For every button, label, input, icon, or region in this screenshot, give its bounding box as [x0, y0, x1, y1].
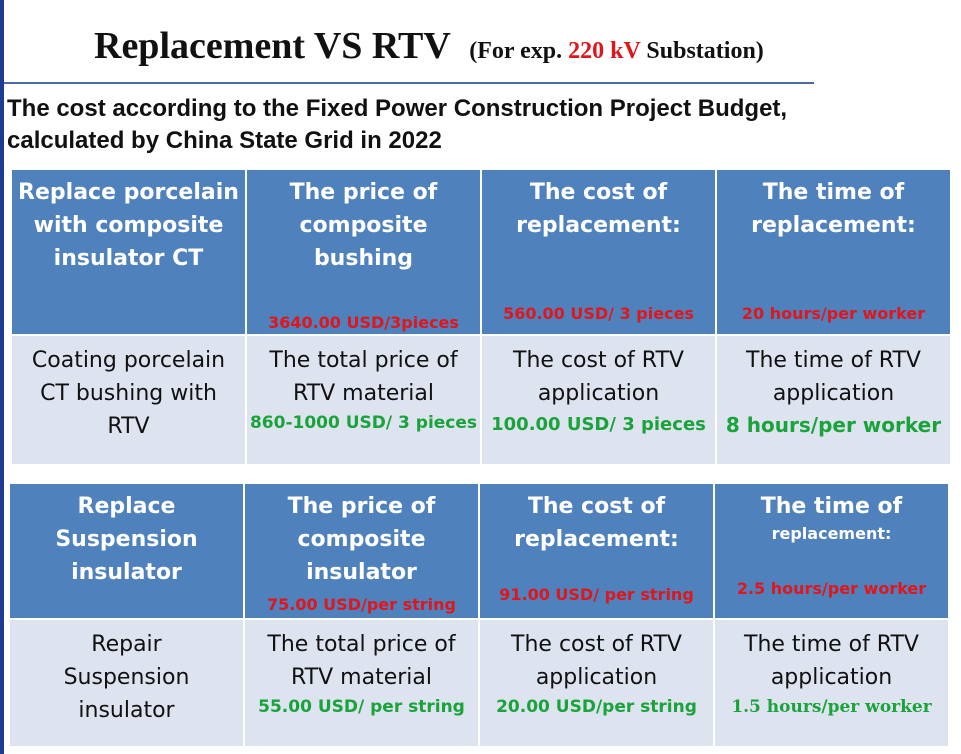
title-main: Replacement VS RTV: [94, 25, 451, 67]
header-line: insulator: [71, 560, 182, 585]
body-line: The cost of RTV: [511, 632, 682, 657]
suspension-rtv-application-cost-cell: The cost of RTV application 20.00 USD/pe…: [478, 618, 715, 748]
body-line: CT bushing with: [40, 381, 217, 406]
header-line: replacement:: [751, 213, 916, 238]
body-line: application: [535, 665, 658, 690]
suspension-replacement-time-cell: The time of replacement: 2.5 hours/per w…: [713, 482, 950, 620]
body-line: Suspension: [63, 665, 190, 690]
replacement-time-cell: The time of replacement: 20 hours/per wo…: [715, 168, 952, 336]
suspension-repair-label-cell: Repair Suspension insulator: [8, 618, 245, 748]
body-line: RTV: [107, 414, 150, 439]
header-line: The time of: [760, 494, 903, 519]
suspension-replacement-row: Replace Suspension insulator The price o…: [8, 482, 950, 620]
suspension-insulator-cost-table: Replace Suspension insulator The price o…: [8, 482, 950, 748]
header-line: The cost of: [529, 180, 668, 205]
body-line: The time of RTV: [746, 348, 921, 373]
suspension-rtv-application-time-value: 1.5 hours/per worker: [731, 697, 932, 717]
composite-bushing-price-cell: The price of composite bushing 3640.00 U…: [245, 168, 482, 336]
body-line: application: [537, 381, 660, 406]
rtv-material-price-value: 860-1000 USD/ 3 pieces: [249, 413, 478, 433]
body-line: The total price of: [267, 632, 456, 657]
header-line: composite: [299, 213, 428, 238]
suspension-rtv-row: Repair Suspension insulator The total pr…: [8, 618, 950, 748]
ct-rtv-label-cell: Coating porcelain CT bushing with RTV: [10, 334, 247, 466]
header-line: replacement:: [771, 524, 892, 543]
rtv-material-price-cell: The total price of RTV material 860-1000…: [245, 334, 482, 466]
composite-insulator-price-value: 75.00 USD/per string: [267, 595, 456, 614]
suspension-replacement-cost-value: 91.00 USD/ per string: [499, 585, 694, 604]
header-line: Suspension: [55, 527, 198, 552]
body-line: insulator: [78, 698, 175, 723]
left-accent-bar: [0, 0, 4, 754]
ct-rtv-row: Coating porcelain CT bushing with RTV Th…: [10, 334, 952, 466]
title-sub-suffix: Substation): [646, 38, 764, 64]
title-underline: [4, 82, 814, 84]
suspension-replacement-time-value: 2.5 hours/per worker: [736, 579, 927, 598]
composite-insulator-price-cell: The price of composite insulator 75.00 U…: [243, 482, 480, 620]
body-line: RTV material: [291, 665, 432, 690]
suspension-rtv-application-cost-value: 20.00 USD/per string: [496, 697, 697, 717]
suspension-rtv-application-time-cell: The time of RTV application 1.5 hours/pe…: [713, 618, 950, 748]
body-line: The cost of RTV: [513, 348, 684, 373]
header-line: The time of: [762, 180, 905, 205]
subtitle-line-1: The cost according to the Fixed Power Co…: [7, 95, 788, 122]
suspension-rtv-material-price-cell: The total price of RTV material 55.00 US…: [243, 618, 480, 748]
header-line: The price of: [289, 180, 438, 205]
replacement-cost-cell: The cost of replacement: 560.00 USD/ 3 p…: [480, 168, 717, 336]
body-line: Coating porcelain: [31, 348, 226, 373]
header-line: bushing: [313, 246, 414, 271]
header-line: composite: [297, 527, 426, 552]
composite-bushing-price-value: 3640.00 USD/3pieces: [268, 313, 459, 332]
ct-replacement-row: Replace porcelain with composite insulat…: [10, 168, 952, 336]
rtv-application-cost-cell: The cost of RTV application 100.00 USD/ …: [480, 334, 717, 466]
body-line: Repair: [91, 632, 162, 657]
suspension-replacement-cost-cell: The cost of replacement: 91.00 USD/ per …: [478, 482, 715, 620]
replacement-cost-value: 560.00 USD/ 3 pieces: [503, 304, 694, 323]
ct-bushing-cost-table: Replace porcelain with composite insulat…: [10, 168, 952, 466]
ct-replace-label-cell: Replace porcelain with composite insulat…: [10, 168, 247, 336]
page-title: Replacement VS RTV (For exp. 220 kV Subs…: [94, 24, 764, 68]
header-line: The price of: [287, 494, 436, 519]
replacement-time-value: 20 hours/per worker: [741, 304, 926, 323]
title-subtitle: (For exp. 220 kV Substation): [469, 38, 764, 64]
body-line: RTV material: [293, 381, 434, 406]
rtv-application-time-cell: The time of RTV application 8 hours/per …: [715, 334, 952, 466]
title-sub-prefix: (For exp.: [469, 38, 563, 64]
header-line: insulator: [306, 560, 417, 585]
body-line: application: [772, 381, 895, 406]
body-line: application: [770, 665, 893, 690]
header-line: insulator CT: [53, 246, 204, 271]
subtitle-line-2: calculated by China State Grid in 2022: [7, 127, 442, 154]
header-line: replacement:: [516, 213, 681, 238]
header-line: with composite: [33, 213, 224, 238]
header-line: replacement:: [514, 527, 679, 552]
rtv-application-cost-value: 100.00 USD/ 3 pieces: [491, 414, 706, 435]
title-voltage: 220 kV: [568, 38, 641, 64]
body-line: The time of RTV: [744, 632, 919, 657]
header-line: The cost of: [527, 494, 666, 519]
header-line: Replace: [77, 494, 176, 519]
header-line: Replace porcelain: [18, 180, 239, 205]
suspension-rtv-material-price-value: 55.00 USD/ per string: [258, 697, 465, 717]
suspension-replace-label-cell: Replace Suspension insulator: [8, 482, 245, 620]
rtv-application-time-value: 8 hours/per worker: [725, 413, 942, 437]
page-subtitle: The cost according to the Fixed Power Co…: [7, 93, 947, 157]
body-line: The total price of: [269, 348, 458, 373]
